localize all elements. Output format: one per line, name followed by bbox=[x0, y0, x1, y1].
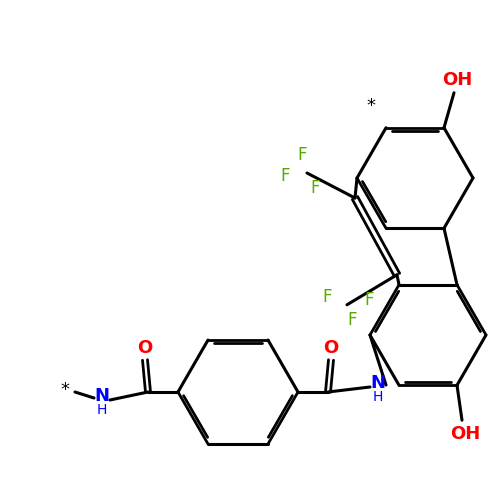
Text: OH: OH bbox=[450, 425, 480, 443]
Text: F: F bbox=[310, 179, 320, 197]
Text: *: * bbox=[366, 97, 376, 115]
Text: H: H bbox=[373, 390, 383, 404]
Text: F: F bbox=[364, 291, 374, 309]
Text: N: N bbox=[94, 387, 110, 405]
Text: N: N bbox=[370, 374, 386, 392]
Text: O: O bbox=[138, 339, 152, 357]
Text: H: H bbox=[97, 403, 107, 417]
Text: F: F bbox=[297, 146, 307, 164]
Text: OH: OH bbox=[442, 71, 472, 89]
Text: F: F bbox=[347, 311, 357, 329]
Text: F: F bbox=[322, 288, 332, 306]
Text: O: O bbox=[324, 339, 338, 357]
Text: F: F bbox=[280, 167, 290, 185]
Text: *: * bbox=[60, 381, 70, 399]
